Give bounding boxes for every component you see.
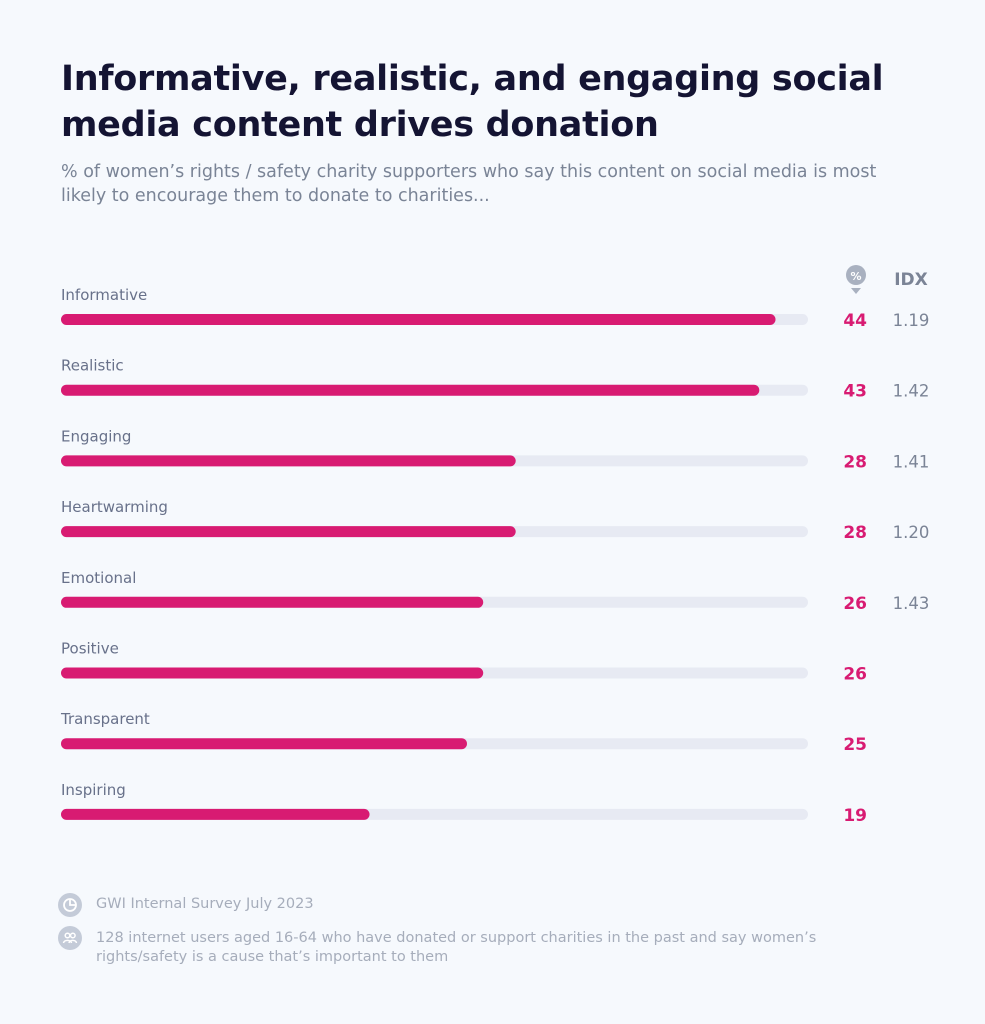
bar-value-label: 26 (843, 594, 867, 614)
idx-value-label: 1.41 (893, 452, 930, 471)
bar-value-label: 44 (843, 311, 867, 331)
bar (61, 455, 516, 467)
bar-category-label: Emotional (61, 569, 136, 587)
people-icon (58, 926, 82, 950)
bar-category-label: Inspiring (61, 781, 126, 799)
bar-value-label: 26 (843, 665, 867, 685)
percent-badge-pointer (851, 288, 861, 294)
bar-value-label: 25 (843, 735, 867, 755)
bars-group: Informative 44 1.19 Realistic 43 1.42 Engaging… (60, 286, 929, 826)
bar-row: Inspiring 19 (61, 781, 867, 826)
percent-badge-icon (846, 265, 866, 285)
idx-value-label: 1.20 (893, 523, 930, 542)
idx-value-label: 1.19 (893, 311, 930, 330)
idx-value-label: 1.43 (893, 594, 930, 613)
chart-subtitle: % of women’s rights / safety charity sup… (61, 162, 877, 206)
bar (61, 596, 484, 608)
bar-row: Informative 44 1.19 (61, 286, 929, 331)
bar-row: Realistic 43 1.42 (61, 357, 929, 402)
pie-chart-icon (58, 893, 82, 917)
bar (61, 738, 467, 750)
bar-category-label: Positive (61, 640, 119, 658)
percent-badge-text: % (850, 270, 861, 283)
bar (61, 667, 484, 679)
bar (61, 384, 760, 396)
bar-row: Engaging 28 1.41 (61, 427, 929, 472)
bar-category-label: Informative (61, 286, 147, 304)
bar-category-label: Transparent (60, 710, 150, 728)
bar-value-label: 19 (843, 806, 867, 826)
idx-column-header: IDX (894, 270, 928, 290)
bar-row: Transparent 25 (60, 710, 867, 755)
source-text: GWI Internal Survey July 2023 (96, 896, 314, 912)
source-row: GWI Internal Survey July 2023 (58, 893, 856, 917)
base-text: 128 internet users aged 16-64 who have d… (96, 930, 817, 965)
bar-category-label: Engaging (61, 427, 131, 445)
bar (61, 314, 776, 325)
idx-value-label: 1.42 (893, 382, 930, 401)
bar-value-label: 43 (843, 382, 867, 402)
bar (61, 808, 370, 820)
bar-row: Emotional 26 1.43 (61, 569, 929, 614)
chart-title: Informative, realistic, and engaging soc… (61, 59, 884, 145)
bar-row: Positive 26 (61, 640, 867, 685)
bar-category-label: Realistic (61, 357, 124, 375)
bar (61, 526, 516, 538)
bar-row: Heartwarming 28 1.20 (61, 498, 929, 543)
bar-category-label: Heartwarming (61, 498, 168, 516)
base-row: 128 internet users aged 16-64 who have d… (58, 926, 856, 967)
bar-value-label: 28 (843, 452, 867, 472)
bar-value-label: 28 (843, 523, 867, 543)
percent-column-header: % (846, 265, 866, 294)
bar-chart: % IDX Informative 44 1.19 Realistic 43 1.42 En… (60, 265, 929, 826)
